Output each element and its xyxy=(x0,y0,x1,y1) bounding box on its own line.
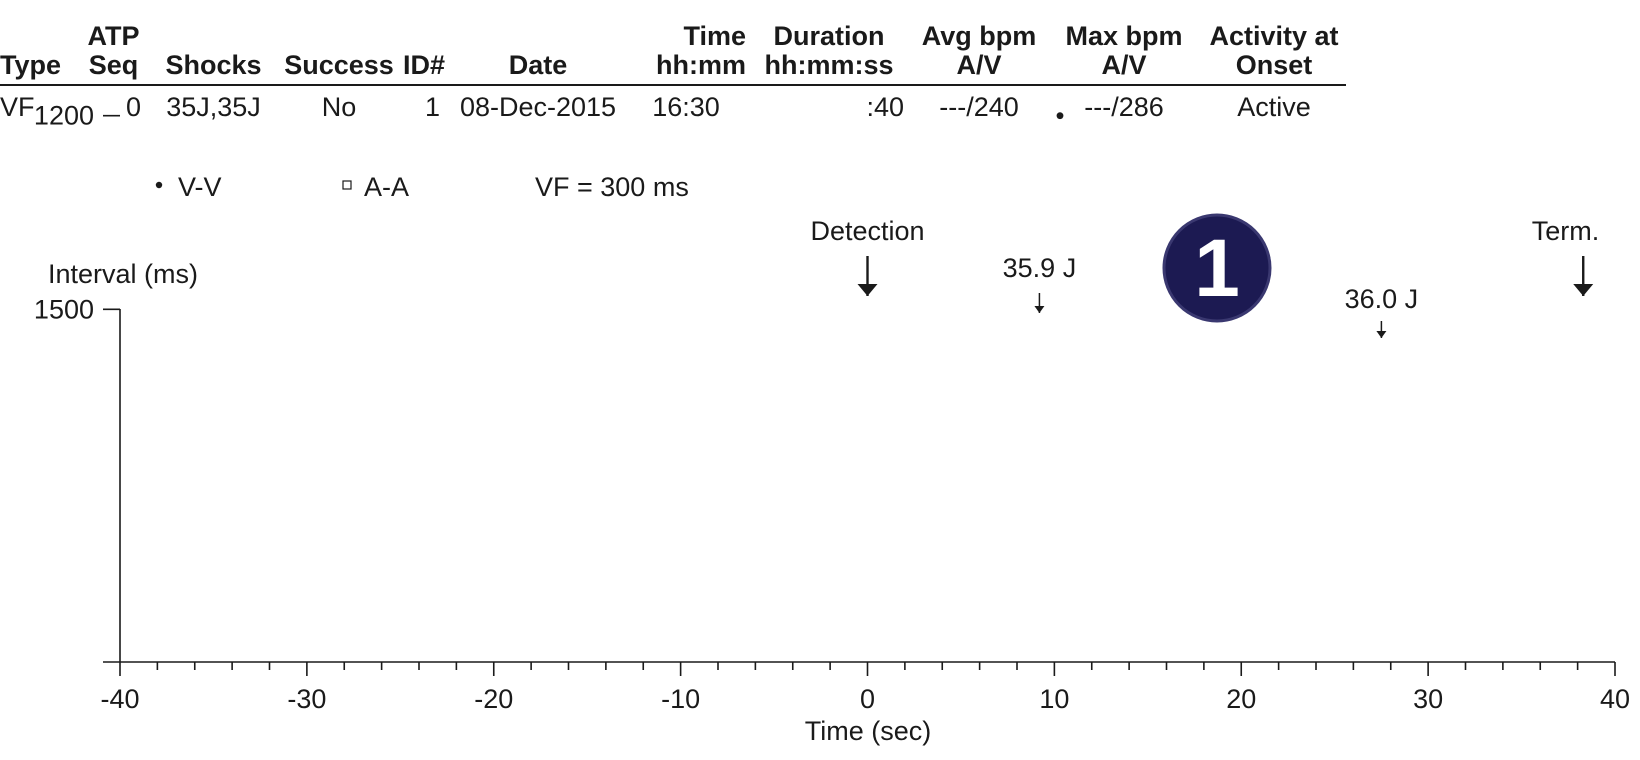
column-header: Time hh:mm xyxy=(626,21,746,86)
x-tick-label: 40 xyxy=(1600,684,1630,714)
legend-vv-marker xyxy=(155,181,163,189)
table-header-row: Type ATP Seq Shocks Success ID# Date Time hh:mm D… xyxy=(0,21,1346,86)
column-header-text: A/V xyxy=(1101,50,1147,80)
x-tick-label: -30 xyxy=(287,684,326,714)
column-header: Shocks xyxy=(147,22,280,86)
x-tick-label: 10 xyxy=(1039,684,1069,714)
column-header: Max bpm A/V xyxy=(1046,21,1202,86)
column-header-text: Seq xyxy=(88,50,139,80)
column-header-text: hh:mm:ss xyxy=(764,50,894,80)
axes: 15001200900600400200-40-30-20-1001020304… xyxy=(34,101,1630,714)
column-header-text: Activity at xyxy=(1209,21,1339,51)
column-header-text: Max bpm xyxy=(1065,21,1183,51)
column-header: Duration hh:mm:ss xyxy=(746,21,912,86)
table-cell: Active xyxy=(1237,92,1311,122)
episode-number-badge: 1 xyxy=(1162,213,1272,323)
table-cell: :40 xyxy=(866,92,904,122)
annotation-arrowhead xyxy=(857,284,878,296)
column-header: Type xyxy=(0,22,80,86)
badge-number: 1 xyxy=(1194,223,1240,314)
column-header: Date xyxy=(450,22,626,86)
column-header: ID# xyxy=(398,22,450,86)
x-tick-label: 20 xyxy=(1226,684,1256,714)
x-tick-label: -10 xyxy=(661,684,700,714)
table-cell: 16:30 xyxy=(652,92,720,122)
column-header: Activity at Onset xyxy=(1202,21,1346,86)
legend-aa-label: A-A xyxy=(364,172,409,202)
column-header-text: Duration xyxy=(773,21,885,51)
column-header: ATP Seq xyxy=(80,21,147,86)
x-tick-label: -40 xyxy=(100,684,139,714)
y-axis-label: Interval (ms) xyxy=(48,259,198,289)
annotation-arrowhead xyxy=(1034,306,1045,313)
column-header-text: A/V xyxy=(956,50,1002,80)
column-header-text: ATP xyxy=(87,21,140,51)
table-cell: ---/286 xyxy=(1084,92,1164,122)
legend-vf-zone-label: VF = 300 ms xyxy=(535,172,689,202)
column-header-text: Onset xyxy=(1235,50,1313,80)
table-cell: 08-Dec-2015 xyxy=(459,92,617,122)
legend-aa-marker xyxy=(342,180,352,190)
column-header-text: Time xyxy=(683,21,746,51)
column-header: Success xyxy=(280,22,398,86)
x-tick-label: 30 xyxy=(1413,684,1443,714)
annotation-label: Detection xyxy=(810,216,924,246)
badge-circle xyxy=(1162,213,1272,323)
x-axis-label: Time (sec) xyxy=(805,716,932,746)
x-tick-label: -20 xyxy=(474,684,513,714)
annotation-label: 36.0 J xyxy=(1345,284,1419,314)
y-tick-label: 1500 xyxy=(34,294,94,324)
table-cell: 1 xyxy=(424,92,440,122)
table-row: VF 0 35J,35J No 1 08-Dec-2015 16:30 :40 ---/240 -… xyxy=(0,85,1346,122)
column-header: Avg bpm A/V xyxy=(912,21,1046,86)
table-cell: VF xyxy=(0,92,35,122)
annotation-label: Term. xyxy=(1532,216,1600,246)
column-header-text: Date xyxy=(508,50,568,80)
y-tick-label: 1200 xyxy=(34,101,94,131)
x-tick-label: 0 xyxy=(860,684,875,714)
column-header-text: Type xyxy=(0,50,62,80)
annotations: Detection 35.9 J 36.0 J Term. xyxy=(810,216,1599,338)
table-cell: No xyxy=(321,92,357,122)
annotation-label: 35.9 J xyxy=(1003,253,1077,283)
legend-vv-label: V-V xyxy=(178,172,222,202)
legend: V-V A-A VF = 300 ms xyxy=(155,172,689,202)
data-points xyxy=(1056,112,1064,120)
annotation-arrowhead xyxy=(1376,331,1387,338)
column-header-text: hh:mm xyxy=(656,50,746,80)
annotation-arrowhead xyxy=(1573,284,1594,296)
table-cell: 0 xyxy=(125,92,141,122)
column-header-text: ID# xyxy=(402,50,446,80)
vv-point xyxy=(1056,112,1064,120)
table-cell: 35J,35J xyxy=(166,92,261,122)
column-header-text: Shocks xyxy=(165,50,262,80)
table-cell: ---/240 xyxy=(939,92,1019,122)
column-header-text: Success xyxy=(284,50,394,80)
column-header-text: Avg bpm xyxy=(921,21,1037,51)
episode-summary-table: Type ATP Seq Shocks Success ID# Date Time hh:mm D… xyxy=(0,22,1346,122)
